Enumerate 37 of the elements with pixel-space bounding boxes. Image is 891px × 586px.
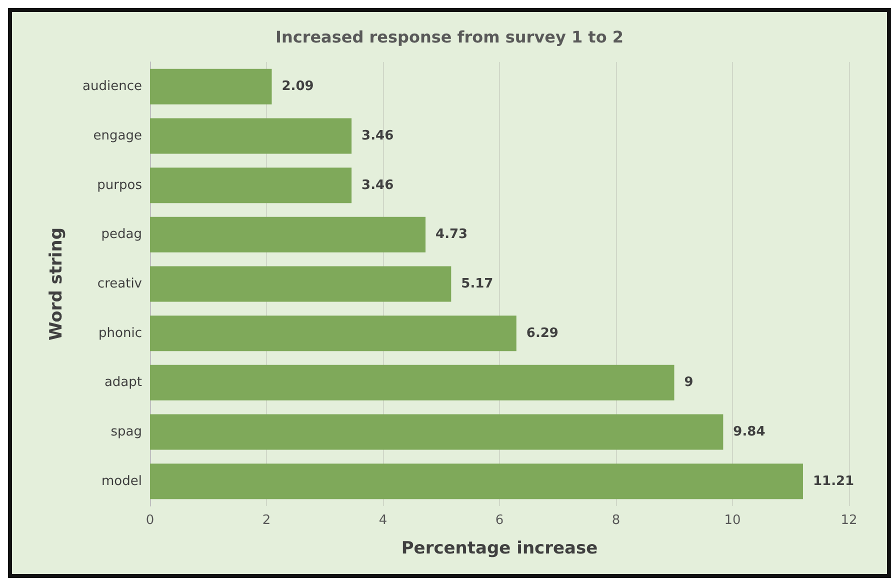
x-tick-label: 0 xyxy=(146,513,154,528)
data-label: 5.17 xyxy=(461,276,494,292)
y-tick-label: purpos xyxy=(97,178,142,193)
data-label: 11.21 xyxy=(812,474,854,489)
data-label: 9.84 xyxy=(733,424,766,440)
y-tick-label: spag xyxy=(110,424,142,440)
data-label: 6.29 xyxy=(526,326,558,341)
x-tick-label: 4 xyxy=(378,513,388,528)
data-label: 2.09 xyxy=(282,79,314,94)
chart-title: Increased response from survey 1 to 2 xyxy=(275,28,624,46)
y-tick-label: pedag xyxy=(101,227,142,242)
x-tick-label: 8 xyxy=(612,513,620,528)
x-tick-label: 6 xyxy=(495,513,504,528)
y-tick-label: phonic xyxy=(98,326,142,341)
y-tick-label: adapt xyxy=(104,375,142,390)
data-label: 4.73 xyxy=(436,227,468,242)
data-label: 3.46 xyxy=(362,128,394,144)
bar xyxy=(150,414,724,450)
bar xyxy=(150,216,426,252)
x-tick-label: 10 xyxy=(724,513,741,528)
bar xyxy=(150,464,803,500)
y-tick-label: engage xyxy=(93,128,142,144)
bar xyxy=(150,118,352,154)
x-axis-title: Percentage increase xyxy=(401,538,598,558)
data-label: 3.46 xyxy=(362,178,394,193)
y-tick-label: creativ xyxy=(97,276,142,292)
y-tick-label: model xyxy=(102,474,142,489)
bar xyxy=(150,68,272,104)
bar xyxy=(150,364,674,400)
data-label: 9 xyxy=(684,375,694,390)
x-tick-label: 2 xyxy=(262,513,271,528)
y-tick-label: audience xyxy=(82,79,142,94)
bar xyxy=(150,266,452,302)
x-tick-label: 12 xyxy=(840,513,858,528)
y-axis-title: Word string xyxy=(46,227,66,341)
bar xyxy=(150,316,516,352)
bar xyxy=(150,168,352,204)
